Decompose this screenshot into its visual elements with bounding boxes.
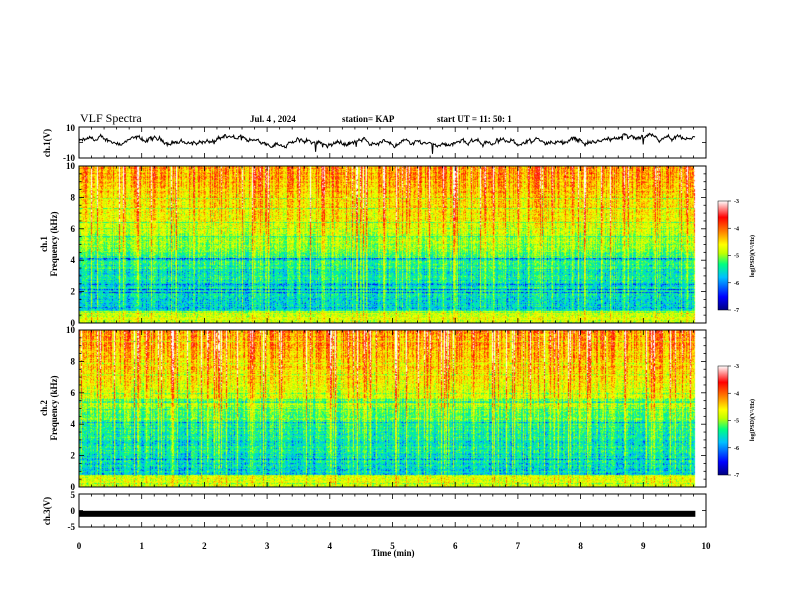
ch1-ylabel: ch.1(V): [42, 129, 52, 157]
ch1-ytick-top: 10: [66, 123, 76, 133]
ch1-ytick-bottom: -10: [63, 153, 75, 163]
x-tick-label: 1: [139, 541, 144, 551]
x-tick-labels: 0 1 2 3 4 5 6 7 8 9 10: [77, 541, 711, 551]
ch3-ytick-mid: 0: [71, 506, 76, 516]
ch1-spectrogram-ytick-labels: 0 2 4 6 8 10: [66, 161, 76, 328]
ch2-colorbar-label: log(PSD)(V²/Hz): [749, 399, 756, 441]
start-time-label: start UT = 11: 50: 1: [437, 114, 512, 124]
x-tick-label: 2: [202, 541, 207, 551]
ch1-spectrogram-ylabel-frequency: Frequency (kHz): [49, 211, 59, 276]
ch3-signal-band: [79, 510, 696, 517]
colorbar-tick-label: -3: [734, 364, 739, 370]
ch1-colorbar-label: log(PSD)(V²/Hz): [749, 235, 756, 277]
y-tick-label: 10: [66, 161, 76, 171]
colorbar-tick-label: -6: [734, 446, 739, 452]
ch2-colorbar-ticks: -3 -4 -5 -6 -7: [728, 364, 739, 479]
ch2-spectrogram-panel: 0 2 4 6 8 10 ch.2 Frequency (kHz): [39, 325, 707, 492]
ch2-spectrogram-ylabel-channel: ch.2: [39, 400, 49, 416]
y-tick-label: 0: [71, 318, 76, 328]
ch2-spectrogram-image: [79, 330, 706, 487]
colorbar-tick-label: -5: [734, 254, 739, 260]
x-tick-label: 6: [453, 541, 458, 551]
y-tick-label: 4: [71, 419, 76, 429]
ch3-ticks: [78, 493, 707, 528]
colorbar-tick-label: -7: [734, 473, 739, 479]
colorbar-tick-label: -7: [734, 308, 739, 314]
y-tick-label: 2: [71, 287, 76, 297]
date-label: Jul. 4 , 2024: [250, 114, 296, 124]
y-tick-label: 10: [66, 325, 76, 335]
colorbar-tick-label: -5: [734, 419, 739, 425]
ch1-colorbar: -3 -4 -5 -6 -7 log(PSD)(V²/Hz): [717, 199, 756, 314]
ch1-waveform-panel: 10 -10 ch.1(V): [42, 123, 707, 163]
ch1-colorbar-ticks: -3 -4 -5 -6 -7: [728, 199, 739, 314]
ch2-colorbar-gradient: [717, 365, 729, 476]
x-tick-label: 8: [578, 541, 583, 551]
figure-title: VLF Spectra: [80, 111, 142, 125]
colorbar-tick-label: -4: [734, 226, 739, 232]
y-tick-label: 6: [71, 388, 76, 398]
x-tick-label: 0: [77, 541, 82, 551]
x-axis-label: Time (min): [371, 548, 414, 558]
colorbar-tick-label: -3: [734, 199, 739, 205]
y-tick-label: 6: [71, 224, 76, 234]
colorbar-tick-label: -6: [734, 281, 739, 287]
ch2-spectrogram-ylabel-frequency: Frequency (kHz): [49, 375, 59, 440]
x-tick-label: 10: [702, 541, 712, 551]
ch1-colorbar-gradient: [717, 200, 729, 311]
y-tick-label: 8: [71, 356, 76, 366]
ch1-waveform-ticks: [78, 126, 707, 159]
station-label: station= KAP: [342, 114, 395, 124]
ch2-spectrogram-ticks: [78, 329, 707, 488]
ch2-spectrogram-ytick-labels: 0 2 4 6 8 10: [66, 325, 76, 492]
ch1-spectrogram-ticks: [78, 165, 707, 324]
y-tick-label: 2: [71, 451, 76, 461]
ch1-spectrogram-image: [79, 166, 706, 323]
colorbar-tick-label: -4: [734, 391, 739, 397]
y-tick-label: 4: [71, 255, 76, 265]
x-tick-label: 5: [390, 541, 395, 551]
ch3-ytick-top: 5: [71, 490, 76, 500]
ch1-spectrogram-ylabel-channel: ch.1: [39, 236, 49, 252]
ch3-ytick-bottom: -5: [68, 522, 76, 532]
ch3-panel: 5 0 -5 ch.3(V): [42, 490, 707, 532]
ch2-colorbar: -3 -4 -5 -6 -7 log(PSD)(V²/Hz): [717, 364, 756, 479]
x-tick-label: 4: [328, 541, 333, 551]
ch1-waveform-line: [78, 132, 696, 154]
ch1-spectrogram-panel: 0 2 4 6 8 10 ch.1 Frequency (kHz): [39, 161, 707, 328]
y-tick-label: 0: [71, 482, 76, 492]
y-tick-label: 8: [71, 192, 76, 202]
x-tick-label: 9: [641, 541, 646, 551]
ch3-ylabel: ch.3(V): [42, 497, 52, 525]
x-tick-label: 7: [516, 541, 521, 551]
x-tick-label: 3: [265, 541, 270, 551]
